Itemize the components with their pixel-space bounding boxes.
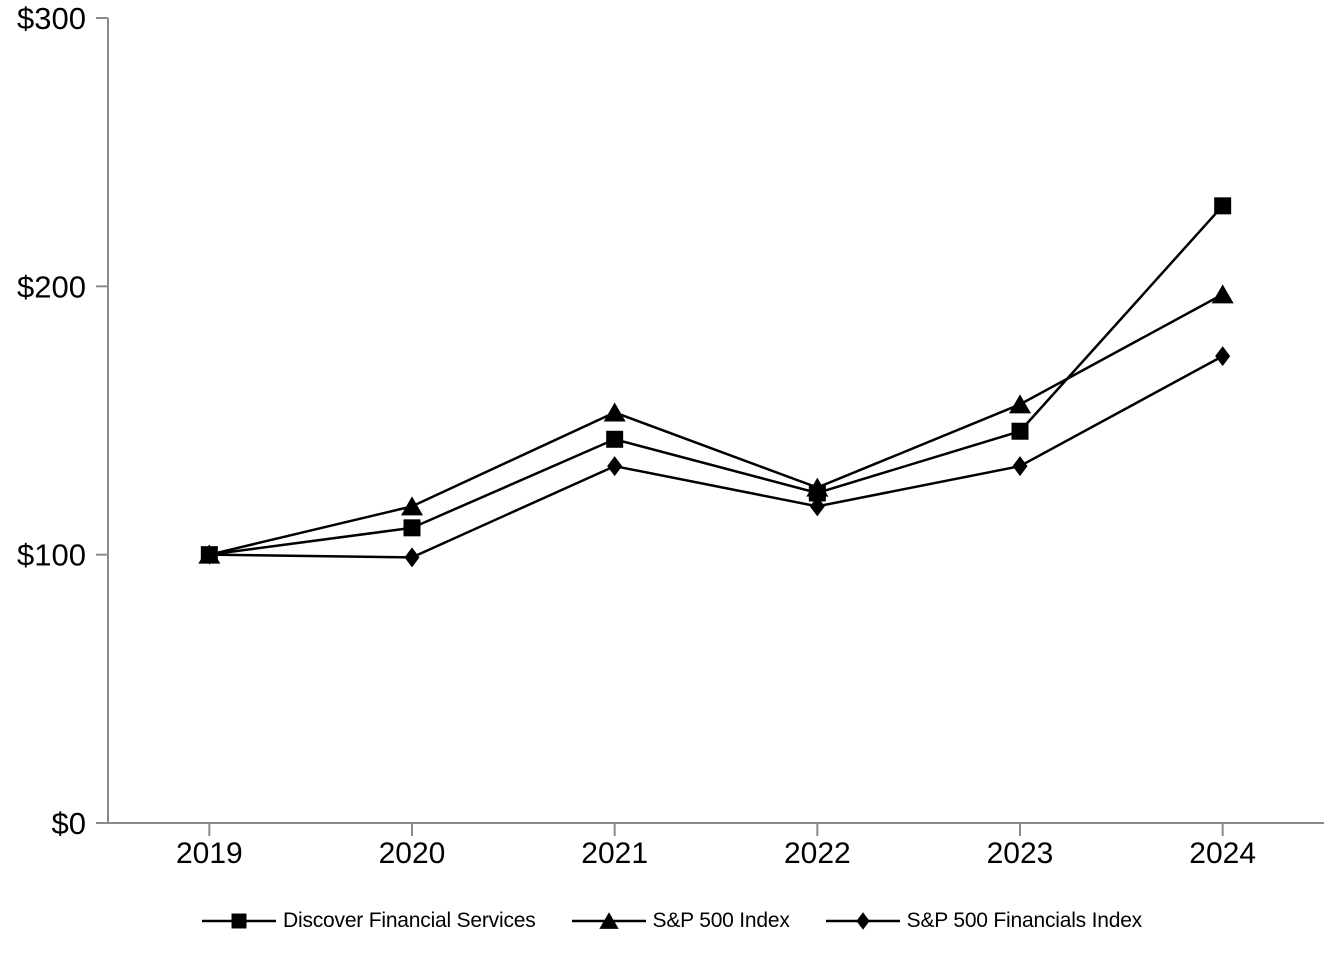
diamond-data-point-marker bbox=[1012, 456, 1028, 477]
legend-item-0: Discover Financial Services bbox=[202, 908, 536, 934]
diamond-data-point-marker bbox=[1215, 346, 1231, 367]
diamond-data-point-marker bbox=[404, 547, 420, 568]
y-tick-label: $300 bbox=[17, 1, 86, 36]
square-data-point-marker bbox=[808, 484, 826, 502]
series-line-1 bbox=[209, 293, 1224, 556]
triangle-legend-marker bbox=[598, 912, 619, 929]
legend-label: S&P 500 Financials Index bbox=[906, 909, 1142, 932]
x-tick-label: 2019 bbox=[176, 837, 243, 870]
x-tick-label: 2024 bbox=[1189, 837, 1256, 870]
square-data-point-marker bbox=[606, 430, 624, 448]
triangle-data-point-marker bbox=[603, 402, 626, 422]
x-tick-label: 2023 bbox=[987, 837, 1054, 870]
chart-legend: Discover Financial Services S&P 500 Index… bbox=[0, 908, 1344, 934]
square-marker-icon bbox=[202, 913, 277, 929]
triangle-data-point-marker bbox=[1009, 394, 1031, 414]
y-tick-label: $100 bbox=[17, 538, 86, 573]
legend-item-1: S&P 500 Index bbox=[571, 908, 790, 934]
y-tick-label: $200 bbox=[17, 269, 86, 304]
diamond-marker-icon bbox=[825, 912, 900, 930]
legend-item-2: S&P 500 Financials Index bbox=[825, 908, 1142, 934]
diamond-legend-marker bbox=[856, 912, 870, 930]
legend-label: Discover Financial Services bbox=[283, 909, 536, 932]
y-tick-label: $0 bbox=[52, 806, 86, 841]
legend-label: S&P 500 Index bbox=[652, 909, 790, 932]
square-legend-marker bbox=[231, 913, 247, 929]
square-data-point-marker bbox=[1214, 197, 1232, 215]
square-data-point-marker bbox=[1011, 422, 1029, 440]
x-tick-label: 2020 bbox=[379, 837, 446, 870]
x-tick-label: 2022 bbox=[784, 837, 851, 870]
series-line-2 bbox=[209, 355, 1224, 559]
diamond-data-point-marker bbox=[607, 456, 623, 477]
square-data-point-marker bbox=[403, 519, 421, 537]
triangle-data-point-marker bbox=[1211, 284, 1234, 304]
triangle-data-point-marker bbox=[401, 496, 423, 516]
triangle-marker-icon bbox=[571, 912, 646, 929]
x-tick-label: 2021 bbox=[581, 837, 648, 870]
square-data-point-marker bbox=[200, 546, 218, 564]
series-line-0 bbox=[209, 204, 1224, 556]
